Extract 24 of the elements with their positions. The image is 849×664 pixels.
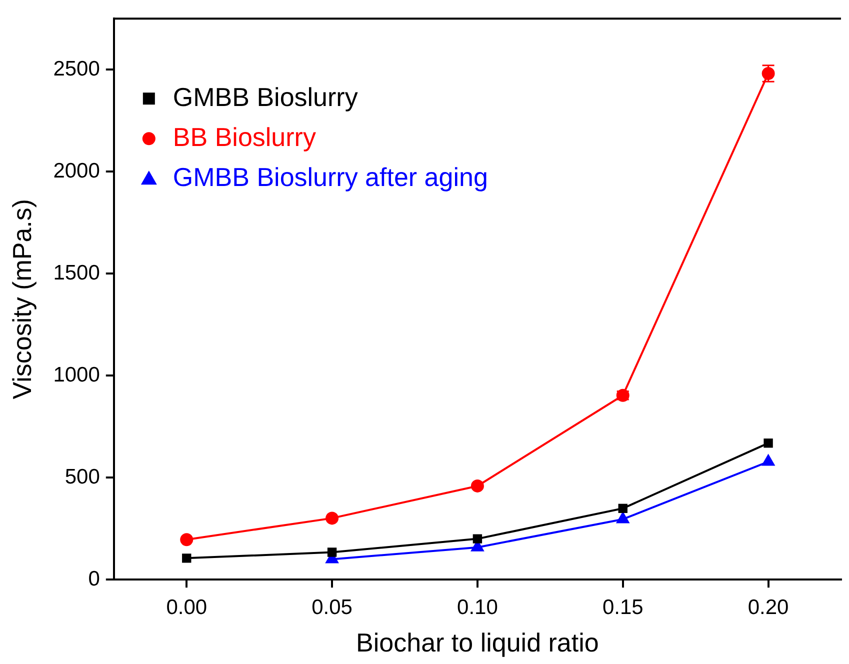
legend-label: GMBB Bioslurry bbox=[172, 82, 358, 112]
x-tick-label: 0.20 bbox=[748, 596, 789, 619]
point bbox=[326, 512, 339, 525]
point bbox=[618, 504, 628, 513]
y-tick-label: 2500 bbox=[53, 57, 100, 80]
point bbox=[327, 548, 337, 557]
x-axis-title: Biochar to liquid ratio bbox=[356, 628, 599, 658]
point bbox=[180, 533, 194, 546]
point bbox=[470, 479, 484, 492]
y-tick-label: 1000 bbox=[53, 363, 100, 386]
point bbox=[472, 534, 482, 544]
y-tick-label: 1500 bbox=[53, 261, 100, 284]
x-tick-label: 0.15 bbox=[602, 596, 644, 619]
legend-label: GMBB Bioslurry after aging bbox=[172, 162, 488, 192]
legend-label: BB Bioslurry bbox=[172, 122, 316, 152]
x-tick-label: 0.05 bbox=[312, 596, 352, 619]
y-tick-label: 2000 bbox=[53, 159, 100, 182]
y-axis-title: Viscosity (mPa.s) bbox=[6, 198, 37, 400]
y-tick-label: 500 bbox=[64, 465, 100, 488]
point bbox=[182, 554, 192, 563]
y-tick-label: 0 bbox=[88, 567, 100, 590]
x-tick-label: 0.10 bbox=[457, 596, 498, 619]
x-tick-label: 0.00 bbox=[166, 596, 208, 619]
point bbox=[764, 438, 773, 448]
